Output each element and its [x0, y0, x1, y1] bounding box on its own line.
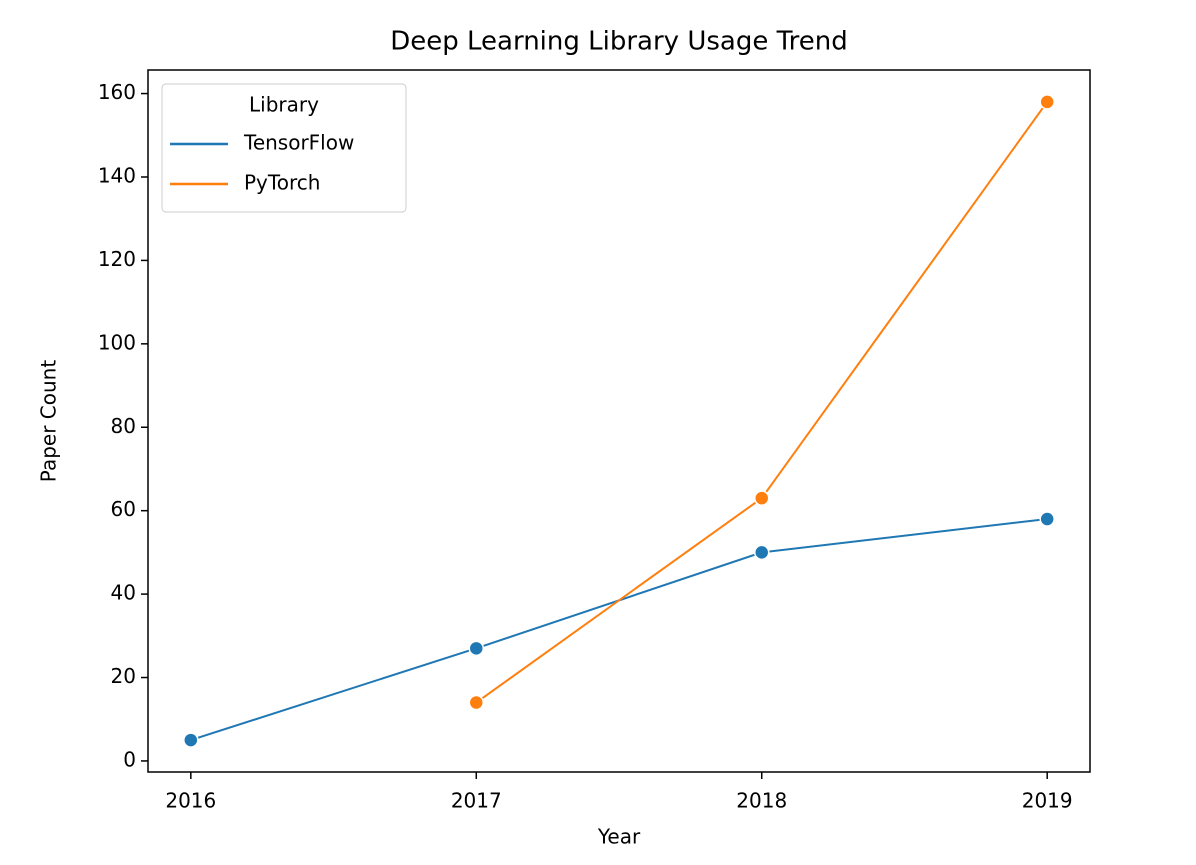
- y-tick-label: 140: [98, 163, 136, 187]
- data-point: [1039, 94, 1055, 110]
- y-tick-label: 160: [98, 80, 136, 104]
- legend-label: PyTorch: [244, 171, 320, 195]
- y-tick-label: 120: [98, 247, 136, 271]
- y-tick-label: 100: [98, 330, 136, 354]
- x-tick-label: 2018: [736, 789, 787, 813]
- x-tick-label: 2019: [1022, 789, 1073, 813]
- y-axis-label: Paper Count: [37, 360, 61, 483]
- x-tick-label: 2017: [451, 789, 502, 813]
- x-tick-label: 2016: [165, 789, 216, 813]
- data-point: [753, 544, 770, 561]
- data-point: [468, 640, 485, 657]
- data-point: [1039, 511, 1055, 527]
- series-line: [190, 518, 1048, 742]
- plot-frame: [147, 69, 1091, 773]
- legend-label: TensorFlow: [243, 131, 354, 155]
- y-tick-label: 40: [111, 581, 136, 605]
- y-tick-label: 0: [123, 747, 136, 771]
- series-line: [475, 101, 1048, 704]
- data-point: [468, 694, 485, 711]
- y-tick-label: 80: [111, 414, 136, 438]
- x-axis-label: Year: [597, 825, 641, 849]
- y-tick-label: 20: [111, 664, 136, 688]
- y-tick-label: 60: [111, 497, 136, 521]
- data-point: [753, 490, 770, 506]
- legend-box: [161, 83, 407, 213]
- data-point: [183, 732, 199, 748]
- legend-title: Library: [249, 93, 319, 117]
- chart-title: Deep Learning Library Usage Trend: [390, 27, 848, 57]
